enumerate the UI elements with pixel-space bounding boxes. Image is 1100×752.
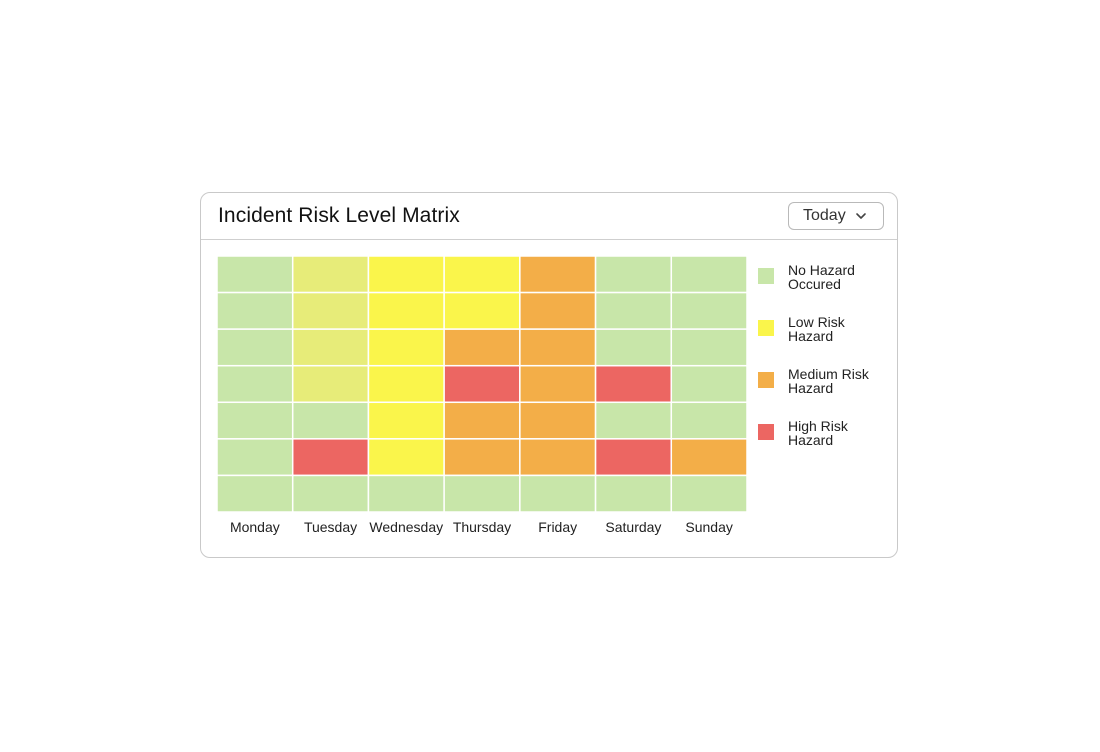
heatmap-cell-wednesday-row1 bbox=[367, 256, 445, 294]
heatmap-cell-sunday-row7 bbox=[670, 474, 747, 512]
period-dropdown[interactable]: Today bbox=[788, 202, 884, 230]
day-label-sunday: Sunday bbox=[685, 519, 733, 535]
heatmap-cell-wednesday-row5 bbox=[367, 401, 445, 440]
day-label-thursday: Thursday bbox=[452, 519, 512, 535]
heatmap-cell-monday-row2 bbox=[217, 291, 294, 330]
card-title: Incident Risk Level Matrix bbox=[218, 204, 460, 227]
heatmap-cell-wednesday-row3 bbox=[367, 328, 445, 367]
heatmap-cell-thursday-row2 bbox=[443, 291, 521, 330]
heatmap-cell-wednesday-row6 bbox=[367, 438, 445, 477]
heatmap-cell-friday-row6 bbox=[519, 438, 597, 477]
legend-swatch bbox=[758, 268, 774, 284]
period-dropdown-label: Today bbox=[803, 207, 846, 224]
heatmap-matrix bbox=[217, 256, 747, 512]
heatmap-cell-thursday-row4 bbox=[443, 364, 521, 404]
heatmap-cell-tuesday-row7 bbox=[291, 474, 370, 512]
heatmap-cell-monday-row1 bbox=[217, 256, 294, 294]
legend-item-1: No Hazard Occured bbox=[758, 263, 893, 303]
legend-label-line2: Hazard bbox=[788, 380, 834, 396]
heatmap-cell-friday-row4 bbox=[519, 364, 597, 404]
legend-label: High Risk Hazard bbox=[788, 419, 893, 447]
heatmap-cell-tuesday-row2 bbox=[291, 291, 370, 330]
heatmap-cell-saturday-row7 bbox=[594, 474, 673, 512]
heatmap-cell-tuesday-row6 bbox=[291, 438, 370, 477]
legend-swatch bbox=[758, 372, 774, 388]
heatmap-cell-monday-row5 bbox=[217, 401, 294, 440]
heatmap-cell-sunday-row1 bbox=[670, 256, 747, 294]
heatmap-cell-sunday-row2 bbox=[670, 291, 747, 330]
legend-item-2: Low Risk Hazard bbox=[758, 315, 893, 355]
heatmap-cell-saturday-row5 bbox=[594, 401, 673, 440]
card-header: Incident Risk Level Matrix Today bbox=[201, 193, 897, 240]
risk-matrix-card: Incident Risk Level Matrix Today Monday T… bbox=[200, 192, 898, 558]
day-axis-labels: Monday Tuesday Wednesday Thursday Friday Satu… bbox=[217, 519, 747, 537]
heatmap-cell-thursday-row6 bbox=[443, 438, 521, 477]
heatmap-cell-wednesday-row2 bbox=[367, 291, 445, 330]
chevron-down-icon bbox=[855, 213, 866, 219]
day-label-saturday: Saturday bbox=[605, 519, 662, 535]
legend-label-line1: Low Risk bbox=[788, 314, 845, 330]
heatmap-cell-friday-row3 bbox=[519, 328, 597, 367]
legend-label: Low Risk Hazard bbox=[788, 315, 893, 343]
day-label-friday: Friday bbox=[538, 519, 578, 535]
day-label-tuesday: Tuesday bbox=[303, 519, 358, 535]
heatmap-cell-sunday-row5 bbox=[670, 401, 747, 440]
heatmap-cell-tuesday-row3 bbox=[291, 328, 370, 367]
heatmap-cell-saturday-row1 bbox=[594, 256, 673, 294]
heatmap-cell-saturday-row3 bbox=[594, 328, 673, 367]
legend-swatch bbox=[758, 424, 774, 440]
legend-label-line2: Hazard bbox=[788, 328, 834, 344]
heatmap-cell-thursday-row5 bbox=[443, 401, 521, 440]
heatmap-cell-friday-row1 bbox=[519, 256, 597, 294]
heatmap-cell-thursday-row1 bbox=[443, 256, 521, 294]
heatmap-cell-sunday-row4 bbox=[670, 364, 747, 404]
legend-label-line2: Hazard bbox=[788, 432, 834, 448]
heatmap-cell-saturday-row4 bbox=[594, 364, 673, 404]
legend-label-line1: High Risk bbox=[788, 418, 848, 434]
heatmap-cell-monday-row6 bbox=[217, 438, 294, 477]
heatmap-cell-sunday-row6 bbox=[670, 438, 747, 477]
heatmap-cell-tuesday-row4 bbox=[291, 364, 370, 404]
legend-label: No Hazard Occured bbox=[788, 263, 893, 291]
legend-label: Medium Risk Hazard bbox=[788, 367, 893, 395]
heatmap-cell-wednesday-row4 bbox=[367, 364, 445, 404]
heatmap-cell-friday-row5 bbox=[519, 401, 597, 440]
heatmap-cell-thursday-row3 bbox=[443, 328, 521, 367]
day-label-monday: Monday bbox=[229, 519, 280, 535]
heatmap-cell-tuesday-row5 bbox=[291, 401, 370, 440]
day-label-wednesday: Wednesday bbox=[369, 519, 444, 535]
heatmap-cell-monday-row3 bbox=[217, 328, 294, 367]
heatmap-cell-tuesday-row1 bbox=[291, 256, 370, 294]
legend-item-3: Medium Risk Hazard bbox=[758, 367, 893, 407]
heatmap-svg bbox=[217, 256, 747, 512]
legend-label-line1: No Hazard bbox=[788, 262, 855, 278]
heatmap-cell-monday-row4 bbox=[217, 364, 294, 404]
legend-label-line2: Occured bbox=[788, 276, 841, 292]
heatmap-cell-sunday-row3 bbox=[670, 328, 747, 367]
legend-label-line1: Medium Risk bbox=[788, 366, 869, 382]
heatmap-cell-wednesday-row7 bbox=[367, 474, 445, 512]
heatmap-cell-friday-row2 bbox=[519, 291, 597, 330]
heatmap-cell-monday-row7 bbox=[217, 474, 294, 512]
legend-item-4: High Risk Hazard bbox=[758, 419, 893, 459]
heatmap-cell-thursday-row7 bbox=[443, 474, 521, 512]
legend-swatch bbox=[758, 320, 774, 336]
heatmap-cell-saturday-row6 bbox=[594, 438, 673, 477]
heatmap-cell-friday-row7 bbox=[519, 474, 597, 512]
heatmap-cell-saturday-row2 bbox=[594, 291, 673, 330]
